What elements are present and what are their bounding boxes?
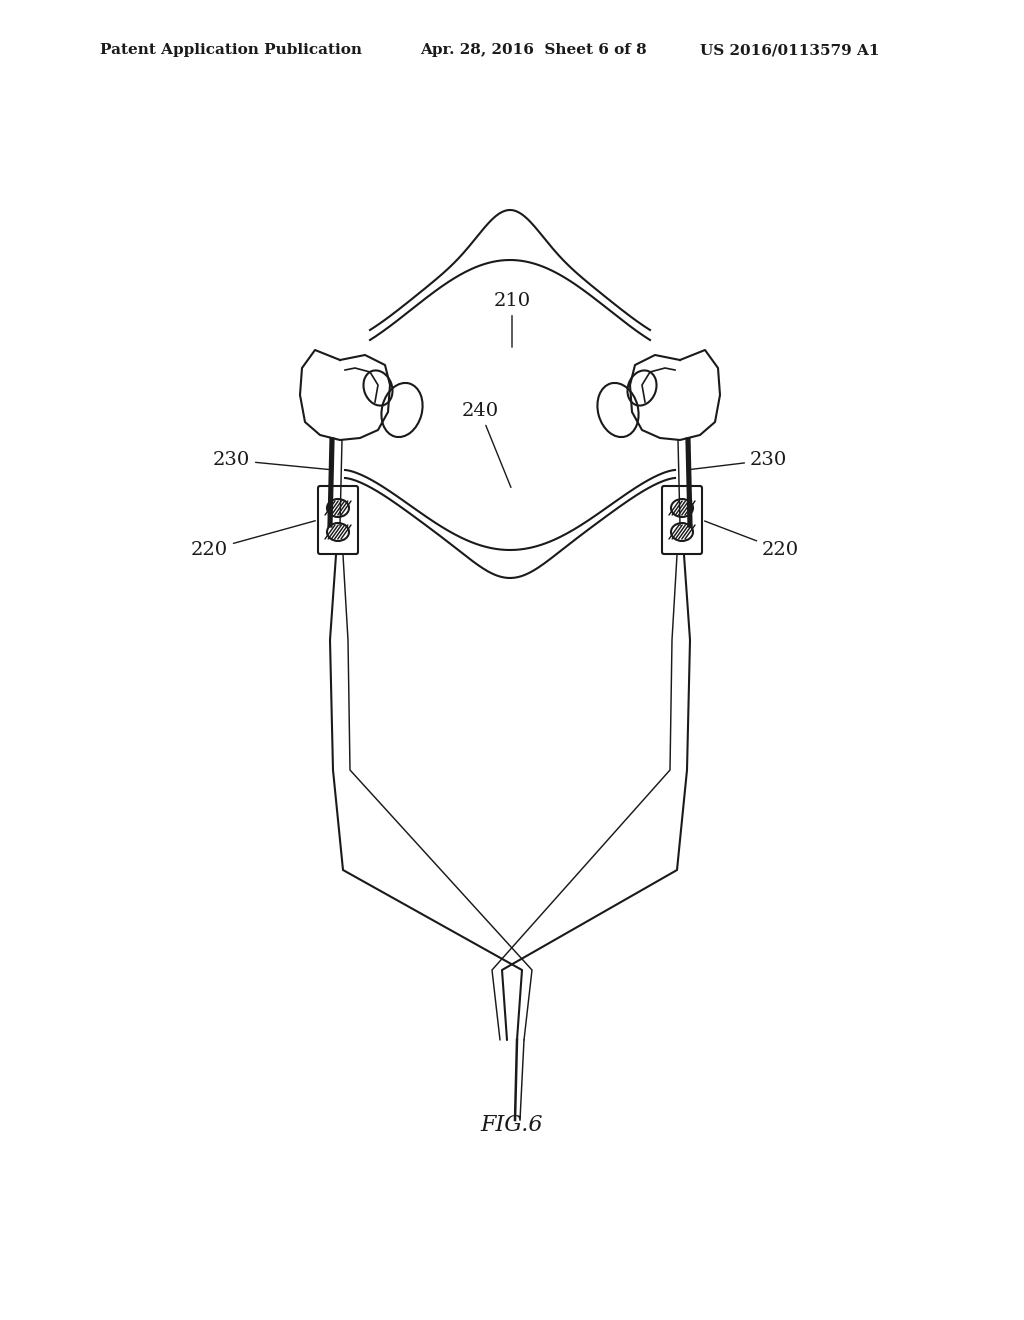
Text: 220: 220 — [705, 521, 799, 558]
Ellipse shape — [327, 523, 349, 541]
Text: 230: 230 — [213, 451, 331, 470]
FancyBboxPatch shape — [324, 524, 344, 536]
Text: 210: 210 — [494, 292, 530, 347]
Ellipse shape — [671, 523, 693, 541]
FancyBboxPatch shape — [676, 524, 696, 536]
Text: 230: 230 — [689, 451, 787, 470]
Text: FIG.6: FIG.6 — [480, 1114, 544, 1137]
FancyBboxPatch shape — [318, 486, 358, 554]
Text: 240: 240 — [462, 403, 511, 487]
Text: Patent Application Publication: Patent Application Publication — [100, 44, 362, 57]
Ellipse shape — [671, 499, 693, 517]
Text: 220: 220 — [190, 520, 315, 558]
Ellipse shape — [327, 499, 349, 517]
Text: US 2016/0113579 A1: US 2016/0113579 A1 — [700, 44, 880, 57]
FancyBboxPatch shape — [662, 486, 702, 554]
Text: Apr. 28, 2016  Sheet 6 of 8: Apr. 28, 2016 Sheet 6 of 8 — [420, 44, 647, 57]
